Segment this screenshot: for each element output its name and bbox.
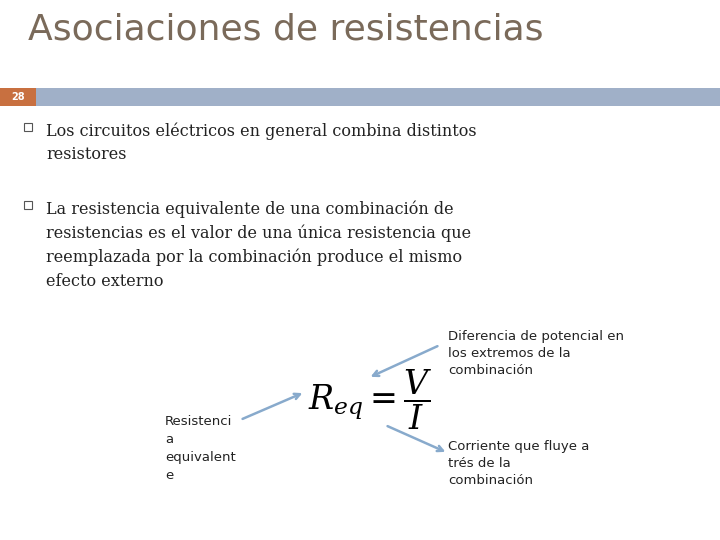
Text: $R_{eq} = \dfrac{V}{I}$: $R_{eq} = \dfrac{V}{I}$ — [307, 368, 433, 432]
Bar — [36, 88, 720, 106]
Text: La resistencia equivalente de una combinación de
resistencias es el valor de una: La resistencia equivalente de una combin… — [46, 200, 471, 289]
Bar — [0, 88, 36, 106]
Bar — [24, 201, 32, 209]
Text: Los circuitos eléctricos en general combina distintos
resistores: Los circuitos eléctricos en general comb… — [46, 122, 477, 163]
Text: Diferencia de potencial en
los extremos de la
combinación: Diferencia de potencial en los extremos … — [448, 330, 624, 377]
Text: Resistenci
a
equivalent
e: Resistenci a equivalent e — [165, 415, 235, 482]
Bar — [24, 123, 32, 131]
Text: Asociaciones de resistencias: Asociaciones de resistencias — [28, 12, 544, 46]
Text: 28: 28 — [12, 92, 24, 102]
Text: Corriente que fluye a
trés de la
combinación: Corriente que fluye a trés de la combina… — [448, 440, 590, 487]
